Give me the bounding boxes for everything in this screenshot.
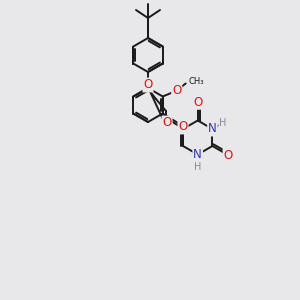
- Text: O: O: [178, 121, 188, 134]
- Text: O: O: [162, 116, 172, 130]
- Text: N: N: [193, 148, 202, 161]
- Text: H: H: [194, 161, 201, 172]
- Text: O: O: [172, 84, 181, 97]
- Text: CH₃: CH₃: [189, 77, 204, 86]
- Text: H: H: [219, 118, 226, 128]
- Text: O: O: [143, 79, 153, 92]
- Text: O: O: [193, 96, 202, 109]
- Text: N: N: [208, 122, 217, 136]
- Text: O: O: [224, 148, 233, 162]
